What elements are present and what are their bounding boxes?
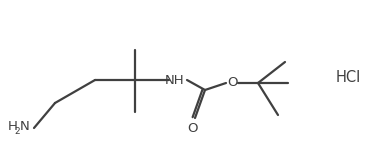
Text: N: N [20,120,30,134]
Text: 2: 2 [14,126,20,135]
Text: NH: NH [165,74,185,87]
Text: O: O [227,76,237,90]
Text: H: H [8,120,18,134]
Text: O: O [188,122,198,135]
Text: HCl: HCl [335,70,361,86]
